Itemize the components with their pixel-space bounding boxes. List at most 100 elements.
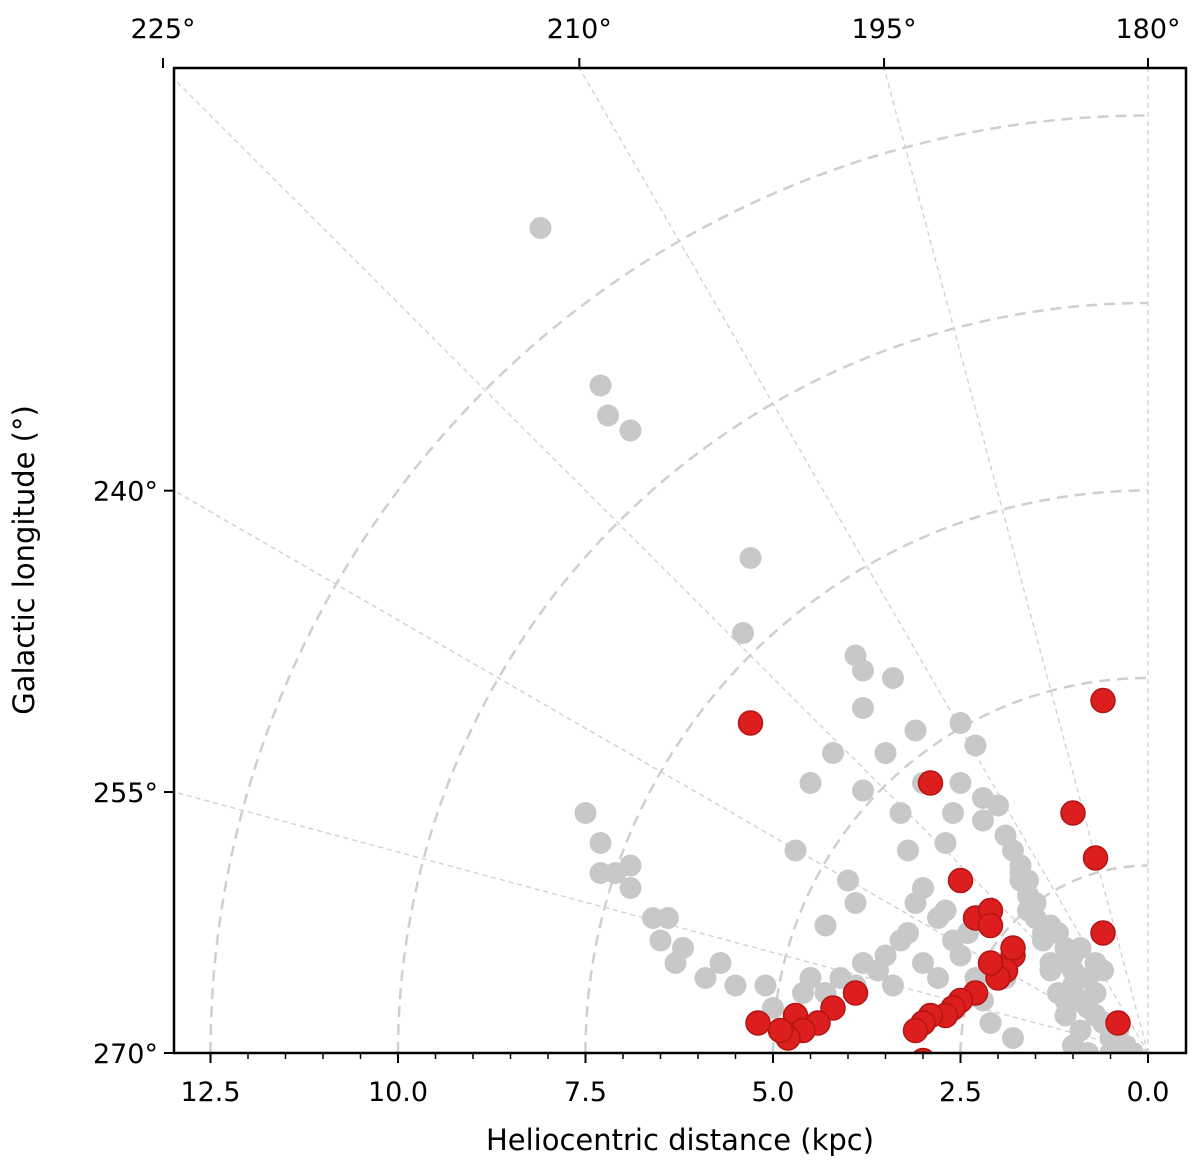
gray-data-point [589,374,612,397]
ticks-layer: 12.5 10.0 7.5 5.0 2.5 0.0 225° 210° 195° 180° 240°… [93,14,1181,1108]
plot-frame [172,66,1188,1055]
grid-layer [174,68,1149,1053]
top-tick-label: 225° [130,14,195,45]
gray-data-point [664,952,687,974]
red-data-point [1105,1010,1131,1036]
radial-gridline [174,489,1149,1053]
gray-data-point [904,719,927,742]
radial-gridline [174,78,1149,1053]
gray-data-point [972,809,994,832]
gray-data-point [754,974,777,997]
top-tick-label: 210° [547,14,612,45]
gray-data-point [889,929,912,952]
gray-data-point [979,1012,1002,1034]
x-tick-label: 5.0 [752,1077,795,1108]
gray-data-point [942,802,964,824]
gray-data-point [912,952,934,974]
arc-gridline [771,676,1149,1053]
gray-data-point [904,892,927,914]
gray-data-point [642,907,664,929]
gray-data-point [1047,982,1069,1004]
x-axis-label: Heliocentric distance (kpc) [486,1123,874,1157]
red-data-point [1090,687,1116,714]
gray-data-point [852,952,874,974]
red-data-point [1090,920,1116,946]
gray-data-point [1085,1057,1107,1079]
gray-data-point [724,974,747,997]
gray-data-point [1069,937,1092,959]
gray-data-point [837,869,859,892]
red-data-point [1060,800,1086,826]
red-data-point [737,710,764,736]
left-tick-label: 255° [93,778,158,809]
red-data-point [977,950,1004,976]
top-tick-label: 195° [852,14,917,45]
x-tick-label: 2.5 [939,1077,982,1108]
gray-data-point [1100,1080,1122,1102]
arc-gridline [209,114,1149,1053]
x-tick-label: 0.0 [1127,1077,1170,1108]
gray-data-point [732,622,754,644]
gray-data-point [1039,959,1062,982]
gray-data-point [1062,1057,1084,1079]
gray-data-point [597,404,619,427]
x-tick-label: 12.5 [180,1077,240,1108]
gray-data-point [852,697,874,719]
gray-data-point [619,877,642,899]
gray-data-point [649,929,672,952]
red-data-point [1082,845,1109,871]
gray-data-point [927,967,949,989]
gray-data-point [844,644,867,667]
gray-data-point [852,779,874,802]
gray-data-point [844,892,867,914]
gray-data-point [799,772,822,794]
red-data-point [842,980,869,1006]
radial-gridline [174,791,1149,1053]
red-data-point [977,912,1004,939]
points-layer [529,217,1144,1102]
gray-data-point [964,734,987,757]
x-tick-label: 10.0 [368,1077,428,1108]
gray-data-point [1122,1042,1144,1053]
gray-data-point [934,832,957,854]
radial-gridline [578,68,1149,1053]
gray-data-point [882,667,904,689]
gray-data-point [709,952,732,974]
gray-data-point [1040,1080,1062,1102]
gray-data-point [694,967,717,989]
red-data-point [767,1017,794,1044]
arc-gridline [396,301,1149,1053]
gray-data-point [1002,1027,1024,1049]
gray-data-point [897,839,919,862]
gray-data-point [822,742,844,764]
left-tick-label: 240° [93,477,158,508]
gray-data-point [1122,1057,1144,1079]
red-data-point [917,770,944,796]
gray-data-point [762,997,784,1019]
red-data-point [745,1010,771,1036]
gray-data-point [589,832,612,854]
left-tick-label: 270° [93,1039,158,1070]
gray-data-point [829,967,852,989]
radial-gridline [883,68,1149,1053]
gray-data-point [874,742,897,764]
red-data-point [1000,935,1026,961]
x-tick-label: 7.5 [564,1077,607,1108]
gray-data-point [574,802,597,824]
gray-data-point [1054,1004,1077,1027]
gray-data-point [619,419,642,442]
gray-data-point [927,907,949,929]
gray-data-point [889,802,912,824]
gray-data-point [814,914,837,937]
y-axis-label: Galactic longitude (°) [7,405,41,715]
top-tick-label: 180° [1115,14,1180,45]
gray-data-point [949,772,972,794]
gray-data-point [739,547,762,569]
gray-data-point [882,974,904,997]
gray-data-point [1055,1065,1077,1087]
gray-data-point [949,712,972,734]
gray-data-point [792,982,814,1004]
red-data-point [947,867,974,894]
